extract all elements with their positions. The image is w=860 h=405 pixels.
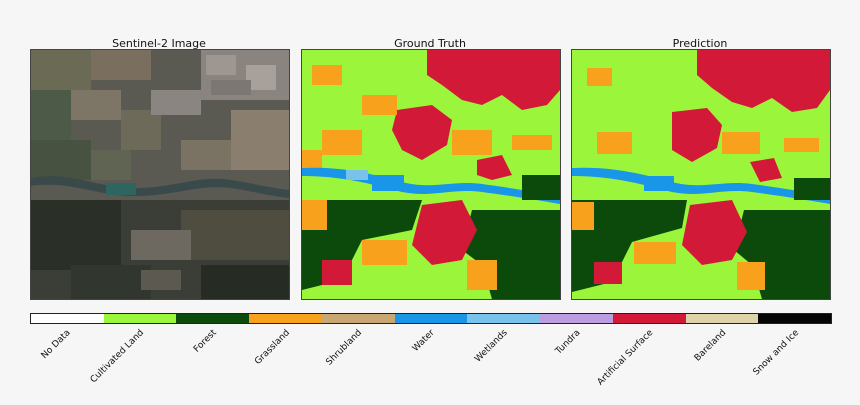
colorbar-segment	[467, 314, 541, 323]
class-label: Grassland	[252, 328, 292, 367]
sentinel-image-title: Sentinel-2 Image	[112, 37, 206, 50]
prediction-title: Prediction	[672, 37, 728, 50]
class-label: Forest	[191, 328, 219, 355]
class-colorbar	[30, 313, 832, 324]
colorbar-segment	[540, 314, 613, 323]
class-label: No Data	[40, 328, 74, 361]
colorbar-segment	[249, 314, 322, 323]
colorbar-segment	[176, 314, 250, 323]
prediction-panel	[571, 49, 831, 300]
class-label: Bareland	[692, 328, 729, 364]
class-label: Shrubland	[324, 328, 365, 368]
colorbar-segment	[31, 314, 104, 323]
class-label: Snow and Ice	[751, 328, 801, 378]
class-label: Tundra	[554, 328, 583, 357]
colorbar-segment	[103, 314, 177, 323]
class-label: Cultivated Land	[88, 328, 147, 386]
colorbar-segment	[758, 314, 832, 323]
sentinel-image	[31, 50, 289, 299]
colorbar-segment	[394, 314, 468, 323]
colorbar-segment	[685, 314, 759, 323]
class-label: Wetlands	[472, 328, 510, 365]
colorbar-segment	[321, 314, 395, 323]
class-label: Water	[410, 328, 437, 354]
ground-truth-map	[302, 50, 560, 299]
ground-truth-panel	[301, 49, 561, 300]
sentinel-image-panel	[30, 49, 290, 300]
ground-truth-title: Ground Truth	[394, 37, 466, 50]
prediction-map	[572, 50, 830, 299]
colorbar-segment	[612, 314, 686, 323]
class-label: Artificial Surface	[595, 328, 656, 388]
